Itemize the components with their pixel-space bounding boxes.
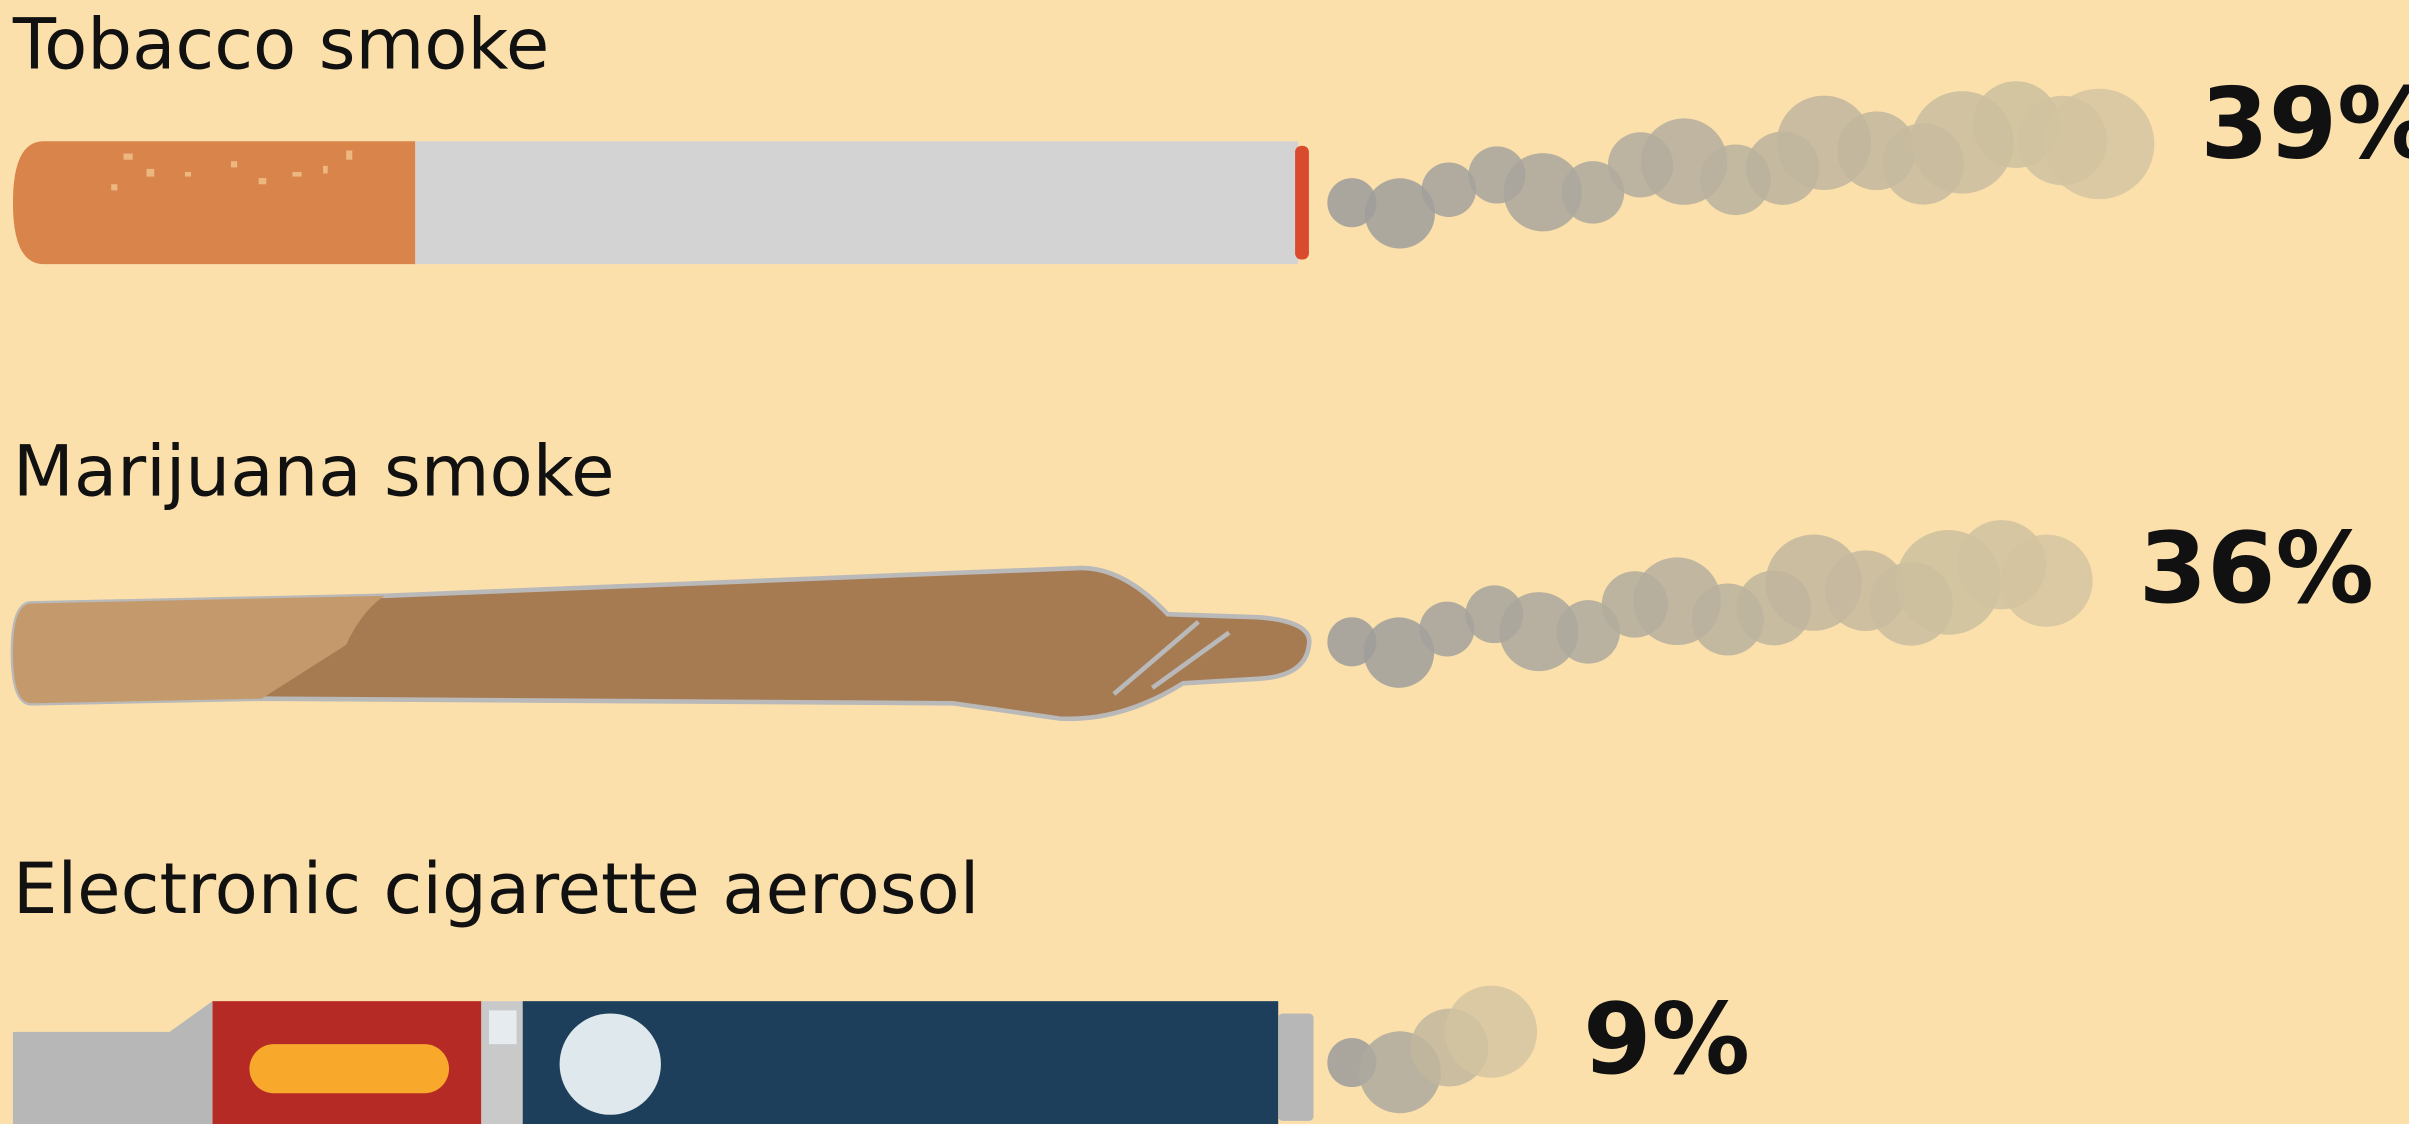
value-label: 9%: [1583, 983, 1750, 1097]
e-cigarette: [13, 1001, 1314, 1124]
smoke-puff: [1422, 162, 1477, 217]
value-label: 36%: [2139, 512, 2374, 626]
smoke-puff: [2001, 535, 2093, 627]
value-label: 39%: [2200, 67, 2409, 181]
category-label: Tobacco smoke: [12, 3, 549, 86]
smoke-puff: [2044, 89, 2155, 200]
page: Tobacco smoke 39% Marijuana smoke 36% Electr…: [0, 0, 2409, 1124]
cigarette: [13, 141, 1309, 264]
chart: Tobacco smoke 39% Marijuana smoke 36% Electr…: [0, 0, 2409, 1124]
smoke-puff: [1445, 986, 1537, 1078]
category-label: Electronic cigarette aerosol: [13, 847, 979, 930]
category-label: Marijuana smoke: [13, 430, 615, 513]
